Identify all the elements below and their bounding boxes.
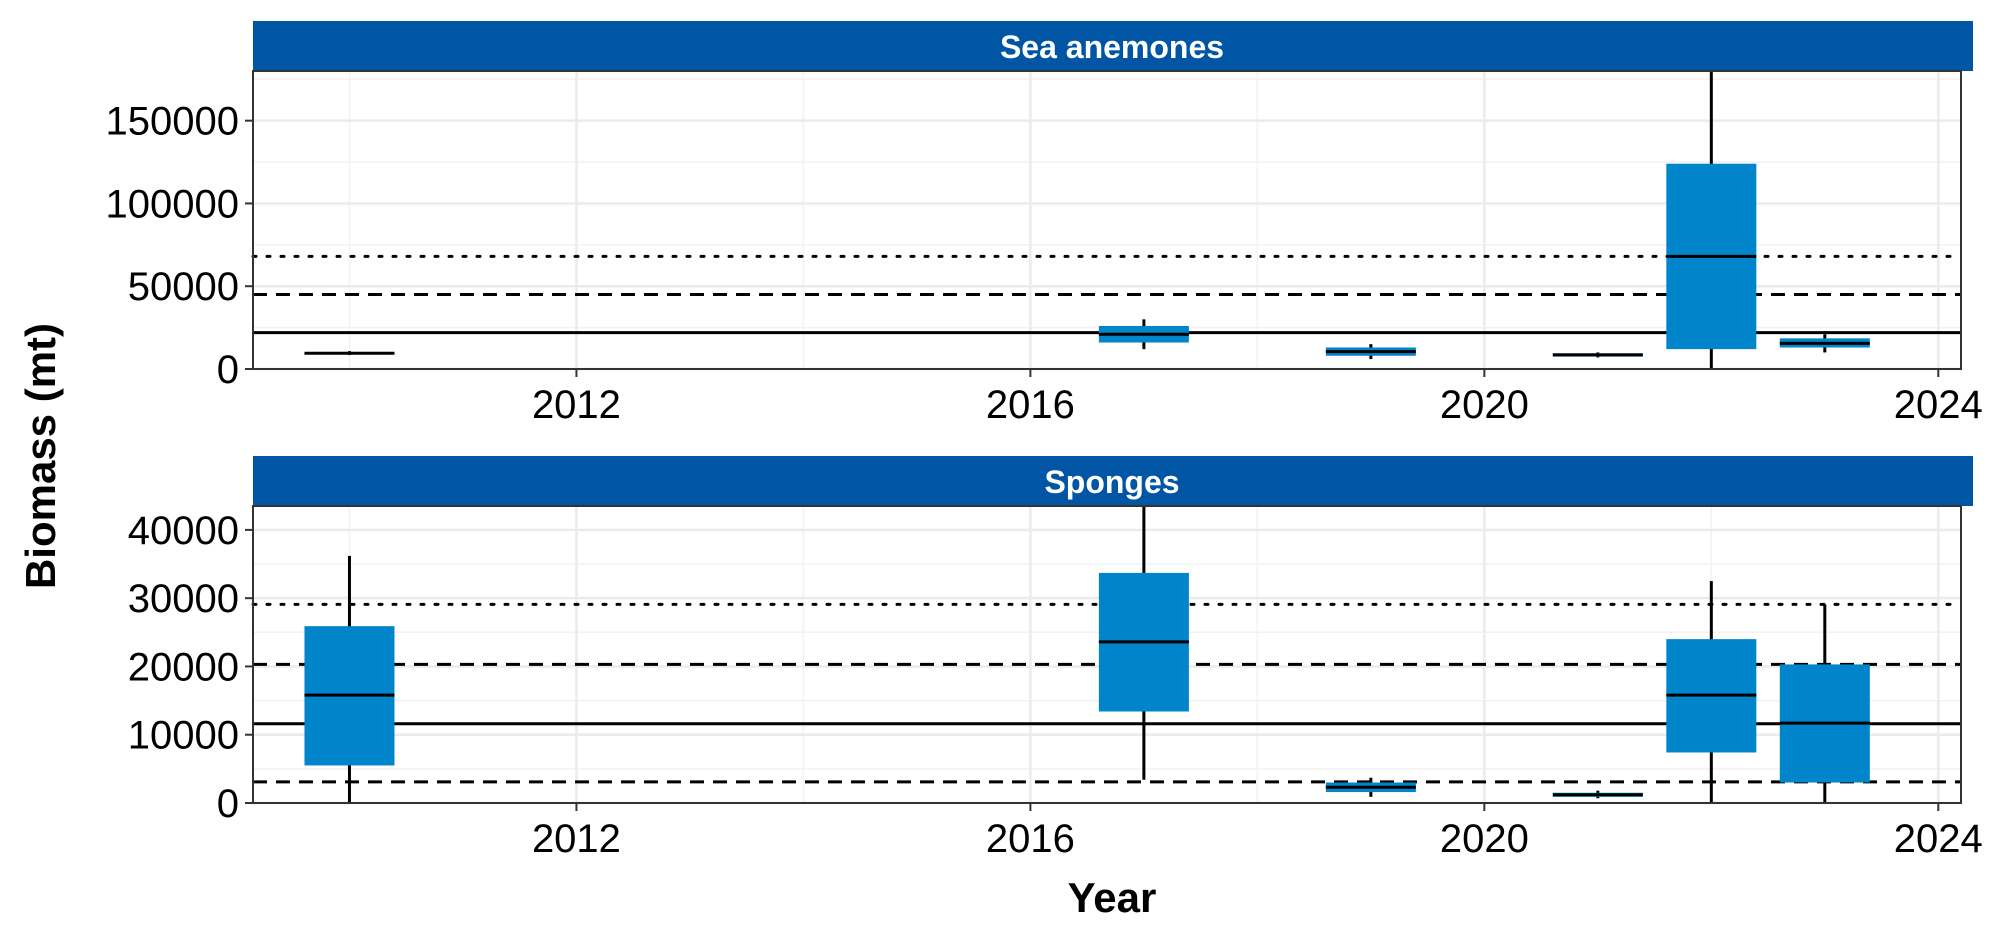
y-tick-label: 20000 [128, 645, 239, 689]
y-tick-label: 50000 [128, 265, 239, 309]
panel-border [252, 505, 1962, 804]
y-tick-label: 30000 [128, 577, 239, 621]
y-tick-label: 100000 [106, 182, 239, 226]
y-tick-label: 150000 [106, 100, 239, 144]
strip-label-sponges: Sponges [1044, 464, 1179, 500]
x-tick-label: 2016 [986, 817, 1075, 861]
x-axis-title: Year [1068, 874, 1157, 921]
strip-background-sea-anemones [253, 21, 1973, 71]
plot-area-sea-anemones: 2012 2016 2020 2024 0 50000 100000 150000 [106, 70, 1983, 427]
panel-sea-anemones: Sea anemones 2012 2016 2020 2024 0 50000 10000… [106, 21, 1983, 427]
y-tick-label: 10000 [128, 714, 239, 758]
x-tick-label: 2020 [1440, 383, 1529, 427]
x-tick-label: 2012 [532, 817, 621, 861]
x-tick-label: 2024 [1894, 383, 1983, 427]
y-tick-label: 0 [217, 782, 239, 826]
strip-background-sponges [253, 456, 1973, 506]
x-tick-label: 2020 [1440, 817, 1529, 861]
panel-border [252, 70, 1962, 370]
x-tick-label: 2024 [1894, 817, 1983, 861]
x-tick-label: 2016 [986, 383, 1075, 427]
y-tick-label: 40000 [128, 509, 239, 553]
panel-sponges: Sponges 2012 2016 2020 2024 0 10000 20000 30000… [128, 456, 1983, 861]
y-axis-title: Biomass (mt) [17, 323, 64, 589]
x-tick-label: 2012 [532, 383, 621, 427]
plot-area-sponges: 2012 2016 2020 2024 0 10000 20000 30000 40000 [128, 505, 1983, 861]
strip-label-sea-anemones: Sea anemones [1000, 29, 1224, 65]
y-tick-label: 0 [217, 348, 239, 392]
